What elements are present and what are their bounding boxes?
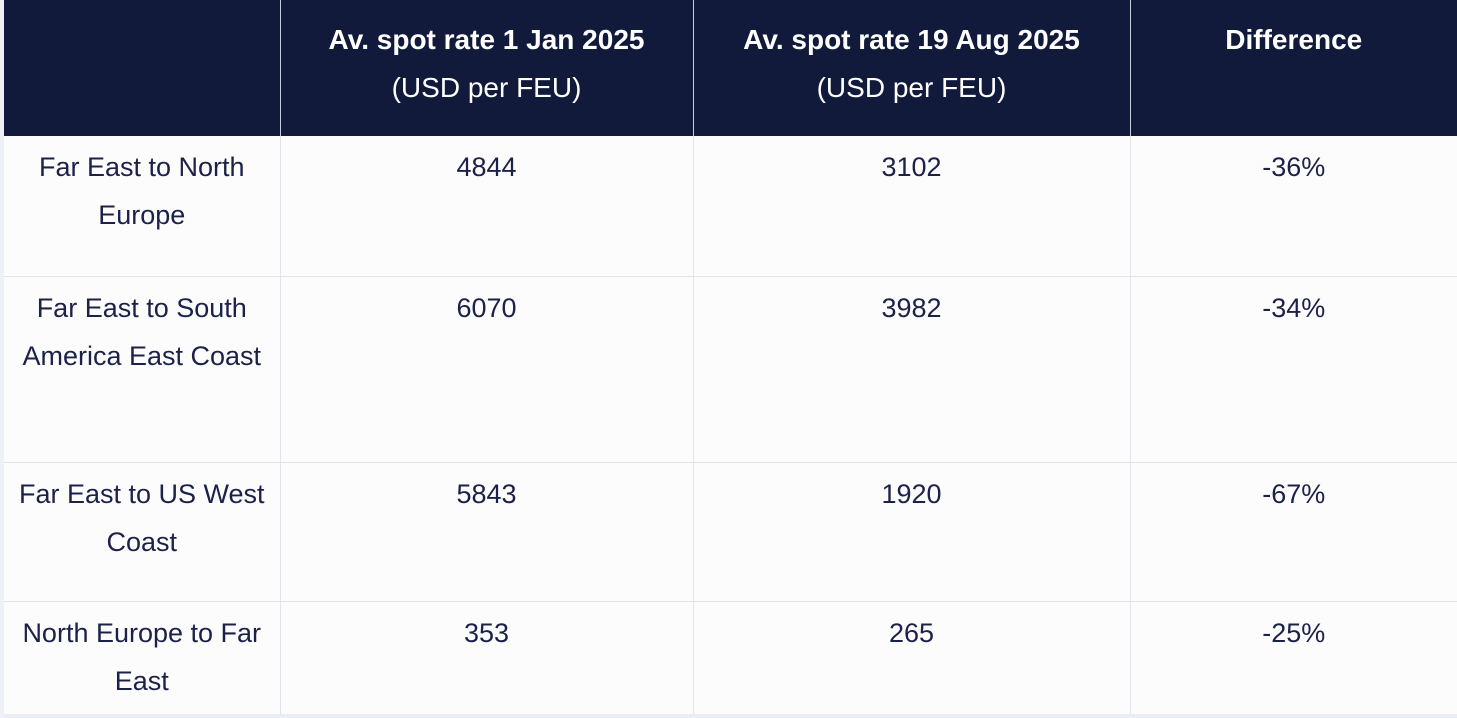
table-header: Av. spot rate 1 Jan 2025 (USD per FEU) A… <box>4 0 1457 136</box>
table-body: Far East to North Europe 4844 3102 -36% … <box>4 136 1457 717</box>
table-row: Far East to South America East Coast 607… <box>4 276 1457 463</box>
table-row: North Europe to Far East 353 265 -25% <box>4 601 1457 717</box>
header-difference-title: Difference <box>1225 24 1363 55</box>
jan-rate-cell: 353 <box>280 601 694 717</box>
header-route <box>4 0 281 136</box>
difference-cell: -67% <box>1130 462 1457 602</box>
route-cell: Far East to South America East Coast <box>4 276 281 463</box>
header-row: Av. spot rate 1 Jan 2025 (USD per FEU) A… <box>4 0 1457 136</box>
spot-rate-table: Av. spot rate 1 Jan 2025 (USD per FEU) A… <box>4 0 1457 717</box>
header-jan-rate-title: Av. spot rate 1 Jan 2025 <box>328 24 645 55</box>
header-jan-rate-unit: (USD per FEU) <box>391 72 582 103</box>
header-aug-rate-unit: (USD per FEU) <box>816 72 1007 103</box>
aug-rate-cell: 3102 <box>693 136 1131 277</box>
route-cell: Far East to North Europe <box>4 136 281 277</box>
jan-rate-cell: 5843 <box>280 462 694 602</box>
header-difference: Difference <box>1130 0 1457 136</box>
header-aug-rate-title: Av. spot rate 19 Aug 2025 <box>743 24 1080 55</box>
difference-cell: -25% <box>1130 601 1457 717</box>
header-aug-rate: Av. spot rate 19 Aug 2025 (USD per FEU) <box>693 0 1131 136</box>
route-cell: Far East to US West Coast <box>4 462 281 602</box>
bottom-divider <box>4 714 1457 718</box>
table-row: Far East to US West Coast 5843 1920 -67% <box>4 462 1457 602</box>
jan-rate-cell: 6070 <box>280 276 694 463</box>
aug-rate-cell: 1920 <box>693 462 1131 602</box>
header-jan-rate: Av. spot rate 1 Jan 2025 (USD per FEU) <box>280 0 694 136</box>
aug-rate-cell: 3982 <box>693 276 1131 463</box>
difference-cell: -34% <box>1130 276 1457 463</box>
route-cell: North Europe to Far East <box>4 601 281 717</box>
aug-rate-cell: 265 <box>693 601 1131 717</box>
jan-rate-cell: 4844 <box>280 136 694 277</box>
difference-cell: -36% <box>1130 136 1457 277</box>
table-row: Far East to North Europe 4844 3102 -36% <box>4 136 1457 277</box>
